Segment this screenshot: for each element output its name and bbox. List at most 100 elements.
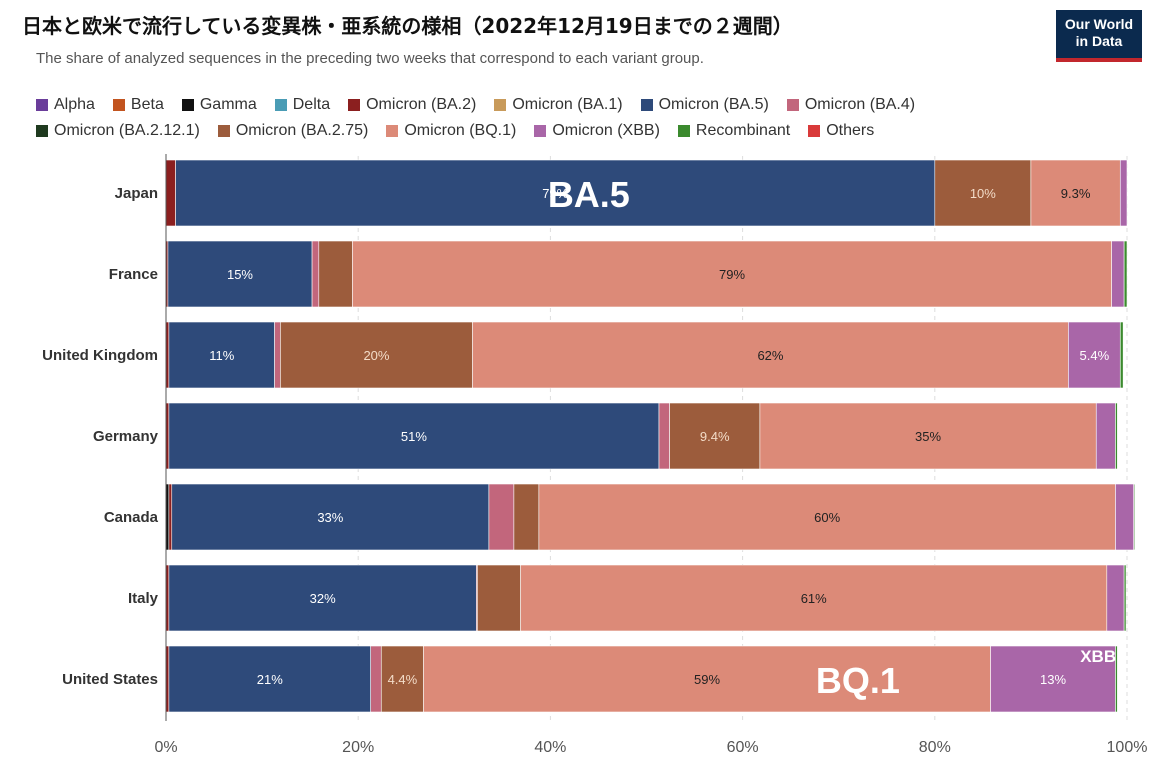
bar-segment [477,564,521,632]
legend-item[interactable]: Omicron (BA.1) [494,96,623,114]
bar-segment [934,159,1032,227]
bar-segment [167,240,313,308]
chart-legend: Alpha Beta Gamma Delta Omicron (BA.2) Omicron… [36,96,1046,140]
bar-segment [1119,159,1128,227]
legend-label: Omicron (BA.2.12.1) [54,122,200,139]
bar-segment [990,645,1116,713]
bar-segment [1030,159,1121,227]
legend-swatch [348,99,361,111]
category-label: Canada [104,509,159,526]
bar-segment [1115,645,1118,713]
x-tick-label: 20% [342,739,374,756]
category-label: United Kingdom [42,347,158,364]
bar-segment [1123,240,1128,308]
legend-item[interactable]: Omicron (XBB) [534,122,660,140]
x-tick-label: 0% [154,739,177,756]
legend-item[interactable]: Omicron (BA.2) [348,96,476,114]
owid-logo[interactable]: Our World in Data [1056,10,1142,62]
bar-segment [318,240,353,308]
x-tick-label: 80% [919,739,951,756]
data-label: 4.4% [388,672,418,687]
bar-segment [352,240,1112,308]
bar-segment [175,159,936,227]
bar-segment [380,645,424,713]
data-label: 21% [257,672,283,687]
bar-segment [1133,483,1135,551]
bar-segment [168,321,275,389]
legend-swatch [534,125,547,137]
category-label: Italy [128,590,159,607]
data-label: 9.4% [700,429,730,444]
legend-item[interactable]: Omicron (BA.5) [640,96,769,114]
legend-item[interactable]: Beta [112,96,164,114]
data-label: 32% [310,591,336,606]
bar-segment [168,645,371,713]
logo-line-2: in Data [1075,33,1123,49]
data-label: 20% [363,348,389,363]
legend-item[interactable]: Gamma [181,96,257,114]
legend-swatch [386,125,399,137]
legend-item[interactable]: Recombinant [677,122,791,140]
legend-item[interactable]: Others [808,122,874,140]
annotation-label: BA.5 [548,174,630,215]
bar-segment [488,483,515,551]
bar-segment [759,402,1097,470]
bar-segment [280,321,473,389]
legend-label: Omicron (BA.5) [658,96,769,113]
bar-segment [513,483,540,551]
legend-swatch [640,99,653,111]
legend-swatch [786,99,799,111]
bar-segment [168,402,660,470]
data-label: 51% [401,429,427,444]
bar-segment [423,645,991,713]
bar-segment [1115,483,1135,551]
legend-label: Gamma [199,96,257,113]
logo-line-1: Our World [1064,16,1134,32]
legend-label: Omicron (BA.1) [512,96,623,113]
legend-item[interactable]: Delta [274,96,330,114]
bar-segment [168,483,173,551]
legend-item[interactable]: Omicron (BA.2.12.1) [36,122,200,140]
category-label: Japan [115,185,158,202]
data-label: 60% [814,510,840,525]
legend-label: Omicron (XBB) [552,122,660,139]
data-label: 10% [970,186,996,201]
legend-item[interactable]: Omicron (BA.4) [786,96,915,114]
bar-segment [165,159,176,227]
x-tick-label: 40% [534,739,566,756]
legend-label: Omicron (BA.2.75) [235,122,369,139]
legend-swatch [36,99,48,111]
legend-swatch [112,99,125,111]
legend-item[interactable]: Omicron (BQ.1) [386,122,516,140]
data-label: 61% [801,591,827,606]
data-label: 62% [757,348,783,363]
bar-segment [311,240,320,308]
bar-segment [274,321,281,389]
legend-label: Beta [130,96,164,113]
bar-segment [472,321,1069,389]
legend-label: Recombinant [695,122,791,139]
legend-swatch [181,99,194,111]
x-tick-label: 100% [1107,739,1148,756]
legend-item[interactable]: Omicron (BA.2.75) [217,122,369,140]
annotation-label: BQ.1 [816,660,900,701]
legend-label: Others [826,122,875,139]
annotation-label: XBB [1080,647,1116,666]
data-label: 9.3% [1061,186,1091,201]
chart-subtitle: The share of analyzed sequences in the p… [36,50,704,67]
category-label: France [109,266,158,283]
bar-segment [1111,240,1125,308]
bar-segment [171,483,490,551]
x-tick-label: 60% [727,739,759,756]
data-label: 15% [227,267,253,282]
bar-segment [1115,402,1118,470]
legend-label: Alpha [54,96,95,113]
data-label: 79% [719,267,745,282]
legend-label: Omicron (BA.2) [366,96,477,113]
data-label: 13% [1040,672,1066,687]
legend-item[interactable]: Alpha [36,96,95,114]
category-label: Germany [93,428,159,445]
data-label: 5.4% [1080,348,1110,363]
bar-segment [1095,402,1116,470]
